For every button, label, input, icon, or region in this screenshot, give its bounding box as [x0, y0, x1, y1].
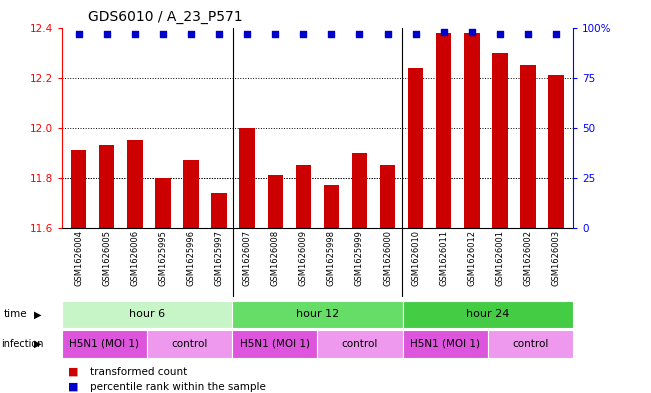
Point	[467, 28, 477, 35]
Point	[270, 30, 281, 37]
Text: ▶: ▶	[34, 339, 42, 349]
Bar	[232, 330, 317, 358]
Bar	[402, 330, 488, 358]
Bar	[212, 193, 227, 228]
Text: GSM1626010: GSM1626010	[411, 230, 420, 286]
Text: GSM1626009: GSM1626009	[299, 230, 308, 286]
Text: ■: ■	[68, 382, 79, 391]
Point	[158, 30, 168, 37]
Bar	[317, 330, 402, 358]
Text: hour 6: hour 6	[129, 309, 165, 320]
Bar	[492, 53, 508, 228]
Point	[382, 30, 393, 37]
Point	[523, 30, 533, 37]
Text: time: time	[3, 309, 27, 320]
Bar	[268, 175, 283, 228]
Point	[102, 30, 112, 37]
Text: transformed count: transformed count	[90, 367, 187, 377]
Text: GDS6010 / A_23_P571: GDS6010 / A_23_P571	[88, 10, 243, 24]
Bar	[240, 128, 255, 228]
Text: infection: infection	[1, 339, 43, 349]
Bar	[520, 65, 536, 228]
Bar	[380, 165, 395, 228]
Text: H5N1 (MOI 1): H5N1 (MOI 1)	[240, 339, 310, 349]
Text: GSM1625995: GSM1625995	[158, 230, 167, 286]
Bar	[408, 68, 423, 228]
Point	[326, 30, 337, 37]
Text: hour 24: hour 24	[466, 309, 509, 320]
Bar	[62, 301, 232, 328]
Point	[214, 30, 225, 37]
Point	[551, 30, 561, 37]
Point	[74, 30, 84, 37]
Text: GSM1626007: GSM1626007	[243, 230, 252, 286]
Text: control: control	[342, 339, 378, 349]
Text: GSM1626002: GSM1626002	[523, 230, 533, 286]
Text: H5N1 (MOI 1): H5N1 (MOI 1)	[410, 339, 480, 349]
Point	[410, 30, 421, 37]
Bar	[155, 178, 171, 228]
Bar	[352, 153, 367, 228]
Bar	[402, 301, 573, 328]
Text: control: control	[512, 339, 549, 349]
Bar	[488, 330, 573, 358]
Text: ■: ■	[68, 367, 79, 377]
Text: GSM1626011: GSM1626011	[439, 230, 449, 286]
Bar	[464, 33, 480, 228]
Point	[354, 30, 365, 37]
Bar	[296, 165, 311, 228]
Text: control: control	[171, 339, 208, 349]
Text: GSM1625996: GSM1625996	[186, 230, 195, 286]
Point	[242, 30, 253, 37]
Bar	[184, 160, 199, 228]
Bar	[99, 145, 115, 228]
Text: GSM1626005: GSM1626005	[102, 230, 111, 286]
Point	[495, 30, 505, 37]
Text: H5N1 (MOI 1): H5N1 (MOI 1)	[70, 339, 139, 349]
Bar	[71, 150, 87, 228]
Bar	[62, 330, 147, 358]
Text: hour 12: hour 12	[296, 309, 339, 320]
Bar	[127, 140, 143, 228]
Text: percentile rank within the sample: percentile rank within the sample	[90, 382, 266, 391]
Bar	[548, 75, 564, 228]
Point	[439, 28, 449, 35]
Text: GSM1626012: GSM1626012	[467, 230, 477, 286]
Bar	[232, 301, 402, 328]
Bar	[147, 330, 232, 358]
Point	[186, 30, 196, 37]
Text: GSM1625998: GSM1625998	[327, 230, 336, 286]
Text: GSM1626001: GSM1626001	[495, 230, 505, 286]
Bar	[324, 185, 339, 228]
Point	[130, 30, 140, 37]
Bar	[436, 33, 451, 228]
Text: ▶: ▶	[34, 309, 42, 320]
Text: GSM1625999: GSM1625999	[355, 230, 364, 286]
Text: GSM1626003: GSM1626003	[551, 230, 561, 286]
Text: GSM1626008: GSM1626008	[271, 230, 280, 286]
Point	[298, 30, 309, 37]
Text: GSM1625997: GSM1625997	[215, 230, 223, 286]
Text: GSM1626004: GSM1626004	[74, 230, 83, 286]
Text: GSM1626000: GSM1626000	[383, 230, 392, 286]
Text: GSM1626006: GSM1626006	[130, 230, 139, 286]
